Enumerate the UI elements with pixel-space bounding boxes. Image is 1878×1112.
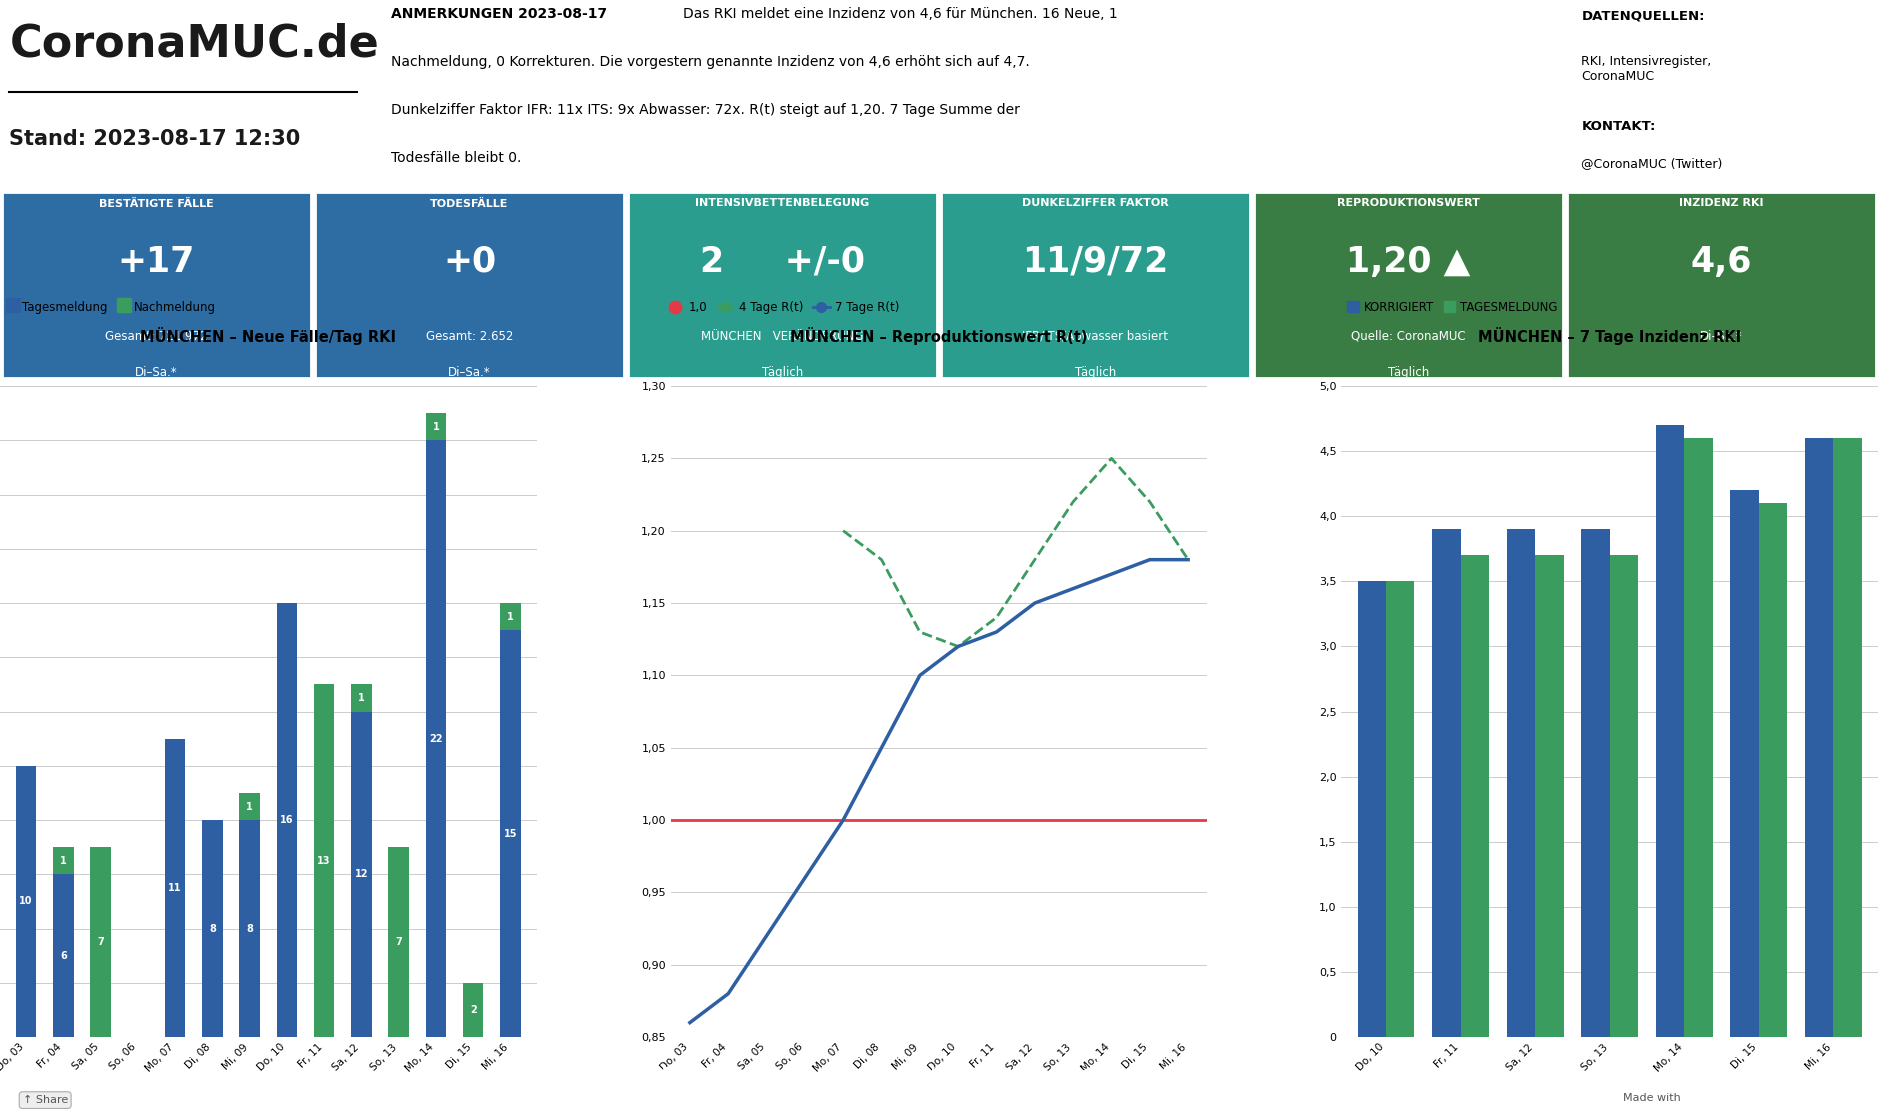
Title: MÜNCHEN – Reproduktionswert R(t): MÜNCHEN – Reproduktionswert R(t) [791, 327, 1087, 345]
Bar [500, 631, 520, 1037]
Text: 2     +/-0: 2 +/-0 [700, 245, 866, 279]
Bar [314, 685, 334, 1037]
Bar [464, 983, 483, 1037]
Text: Di–Sa.*: Di–Sa.* [135, 366, 178, 379]
Legend: Tagesmeldung, Nachmeldung: Tagesmeldung, Nachmeldung [6, 300, 216, 314]
Text: infogram: infogram [1720, 1088, 1780, 1101]
Bar [1461, 555, 1489, 1037]
Bar [1581, 529, 1609, 1037]
Text: 2: 2 [470, 1005, 477, 1015]
Text: * RKI Zahlen zu Inzidenz, Fallzahlen, Nachmeldungen und Todesfällen: Dienstag bi: * RKI Zahlen zu Inzidenz, Fallzahlen, Na… [443, 1068, 1435, 1082]
Text: 8: 8 [208, 924, 216, 934]
Text: +17: +17 [118, 245, 195, 279]
Bar [351, 685, 372, 712]
Bar [941, 192, 1251, 378]
Bar [203, 820, 223, 1037]
Text: +0: +0 [443, 245, 496, 279]
Text: MÜNCHEN   VERÄNDERUNG: MÜNCHEN VERÄNDERUNG [700, 329, 864, 342]
Text: Täglich: Täglich [1074, 366, 1116, 379]
Bar [500, 603, 520, 631]
Text: CoronaMUC.de: CoronaMUC.de [9, 22, 379, 66]
Bar [53, 847, 73, 874]
Text: 15: 15 [503, 828, 516, 838]
Text: Täglich: Täglich [762, 366, 804, 379]
Text: Täglich: Täglich [1388, 366, 1429, 379]
Bar [389, 847, 409, 1037]
Bar [276, 603, 297, 1037]
Bar [1433, 529, 1461, 1037]
Text: 1: 1 [432, 421, 439, 431]
Text: 11: 11 [169, 883, 182, 893]
Bar [1255, 192, 1562, 378]
Bar [1358, 582, 1386, 1037]
Bar [426, 414, 447, 440]
Bar [627, 192, 937, 378]
Text: 12: 12 [355, 870, 368, 880]
Bar [316, 192, 623, 378]
Bar [1534, 555, 1564, 1037]
Bar [1506, 529, 1534, 1037]
Text: 16: 16 [280, 815, 293, 825]
Text: Gesamt: 2.652: Gesamt: 2.652 [426, 329, 513, 342]
Text: 1: 1 [246, 802, 254, 812]
Legend: 1,0, 4 Tage R(t), 7 Tage R(t): 1,0, 4 Tage R(t), 7 Tage R(t) [667, 300, 900, 314]
Text: 8: 8 [246, 924, 254, 934]
Bar [165, 738, 186, 1037]
Text: 1: 1 [507, 612, 515, 622]
Text: Quelle: CoronaMUC: Quelle: CoronaMUC [1350, 329, 1467, 342]
Text: 22: 22 [430, 734, 443, 744]
Text: 4,6: 4,6 [1690, 245, 1752, 279]
Text: 1: 1 [60, 856, 68, 866]
Text: Di–Sa.*: Di–Sa.* [449, 366, 490, 379]
Bar [1386, 582, 1414, 1037]
Bar [1685, 438, 1713, 1037]
Bar [1805, 438, 1833, 1037]
Bar [1730, 490, 1760, 1037]
Text: 1,20 ▲: 1,20 ▲ [1347, 245, 1470, 279]
Bar [53, 874, 73, 1037]
Text: Di–Sa.*: Di–Sa.* [1700, 329, 1743, 342]
Bar [2, 192, 312, 378]
Text: INZIDENZ RKI: INZIDENZ RKI [1679, 198, 1763, 208]
Bar [426, 440, 447, 1037]
Text: TODESFÄLLE: TODESFÄLLE [430, 198, 509, 209]
Title: MÜNCHEN – 7 Tage Inzidenz RKI: MÜNCHEN – 7 Tage Inzidenz RKI [1478, 327, 1741, 345]
Text: 11/9/72: 11/9/72 [1022, 245, 1168, 279]
Text: Stand: 2023-08-17 12:30: Stand: 2023-08-17 12:30 [9, 129, 300, 149]
Bar [1609, 555, 1638, 1037]
Text: 10: 10 [19, 896, 32, 906]
Text: 13: 13 [317, 856, 331, 866]
Bar [1656, 425, 1685, 1037]
Bar [351, 712, 372, 1037]
Title: MÜNCHEN – Neue Fälle/Tag RKI: MÜNCHEN – Neue Fälle/Tag RKI [141, 327, 396, 345]
Bar [15, 766, 36, 1037]
Text: 1: 1 [359, 693, 364, 703]
Bar [1566, 192, 1876, 378]
Text: INTENSIVBETTENBELEGUNG: INTENSIVBETTENBELEGUNG [695, 198, 870, 208]
Bar [1833, 438, 1861, 1037]
Text: 7: 7 [98, 937, 103, 947]
Bar [239, 793, 259, 820]
Text: REPRODUKTIONSWERT: REPRODUKTIONSWERT [1337, 198, 1480, 208]
Bar [90, 847, 111, 1037]
Text: Gesamt: 721.972: Gesamt: 721.972 [105, 329, 208, 342]
Legend: KORRIGIERT, TAGESMELDUNG: KORRIGIERT, TAGESMELDUNG [1347, 300, 1557, 314]
Text: DUNKELZIFFER FAKTOR: DUNKELZIFFER FAKTOR [1022, 198, 1168, 208]
Bar [1760, 504, 1788, 1037]
Text: BESTÄTIGTE FÄLLE: BESTÄTIGTE FÄLLE [100, 198, 214, 209]
Text: IFR/ITS/Abwasser basiert: IFR/ITS/Abwasser basiert [1022, 329, 1168, 342]
Text: ↑ Share: ↑ Share [23, 1095, 68, 1105]
Text: 7: 7 [396, 937, 402, 947]
Text: 6: 6 [60, 951, 68, 961]
Bar [239, 820, 259, 1037]
Text: Made with: Made with [1623, 1093, 1681, 1103]
